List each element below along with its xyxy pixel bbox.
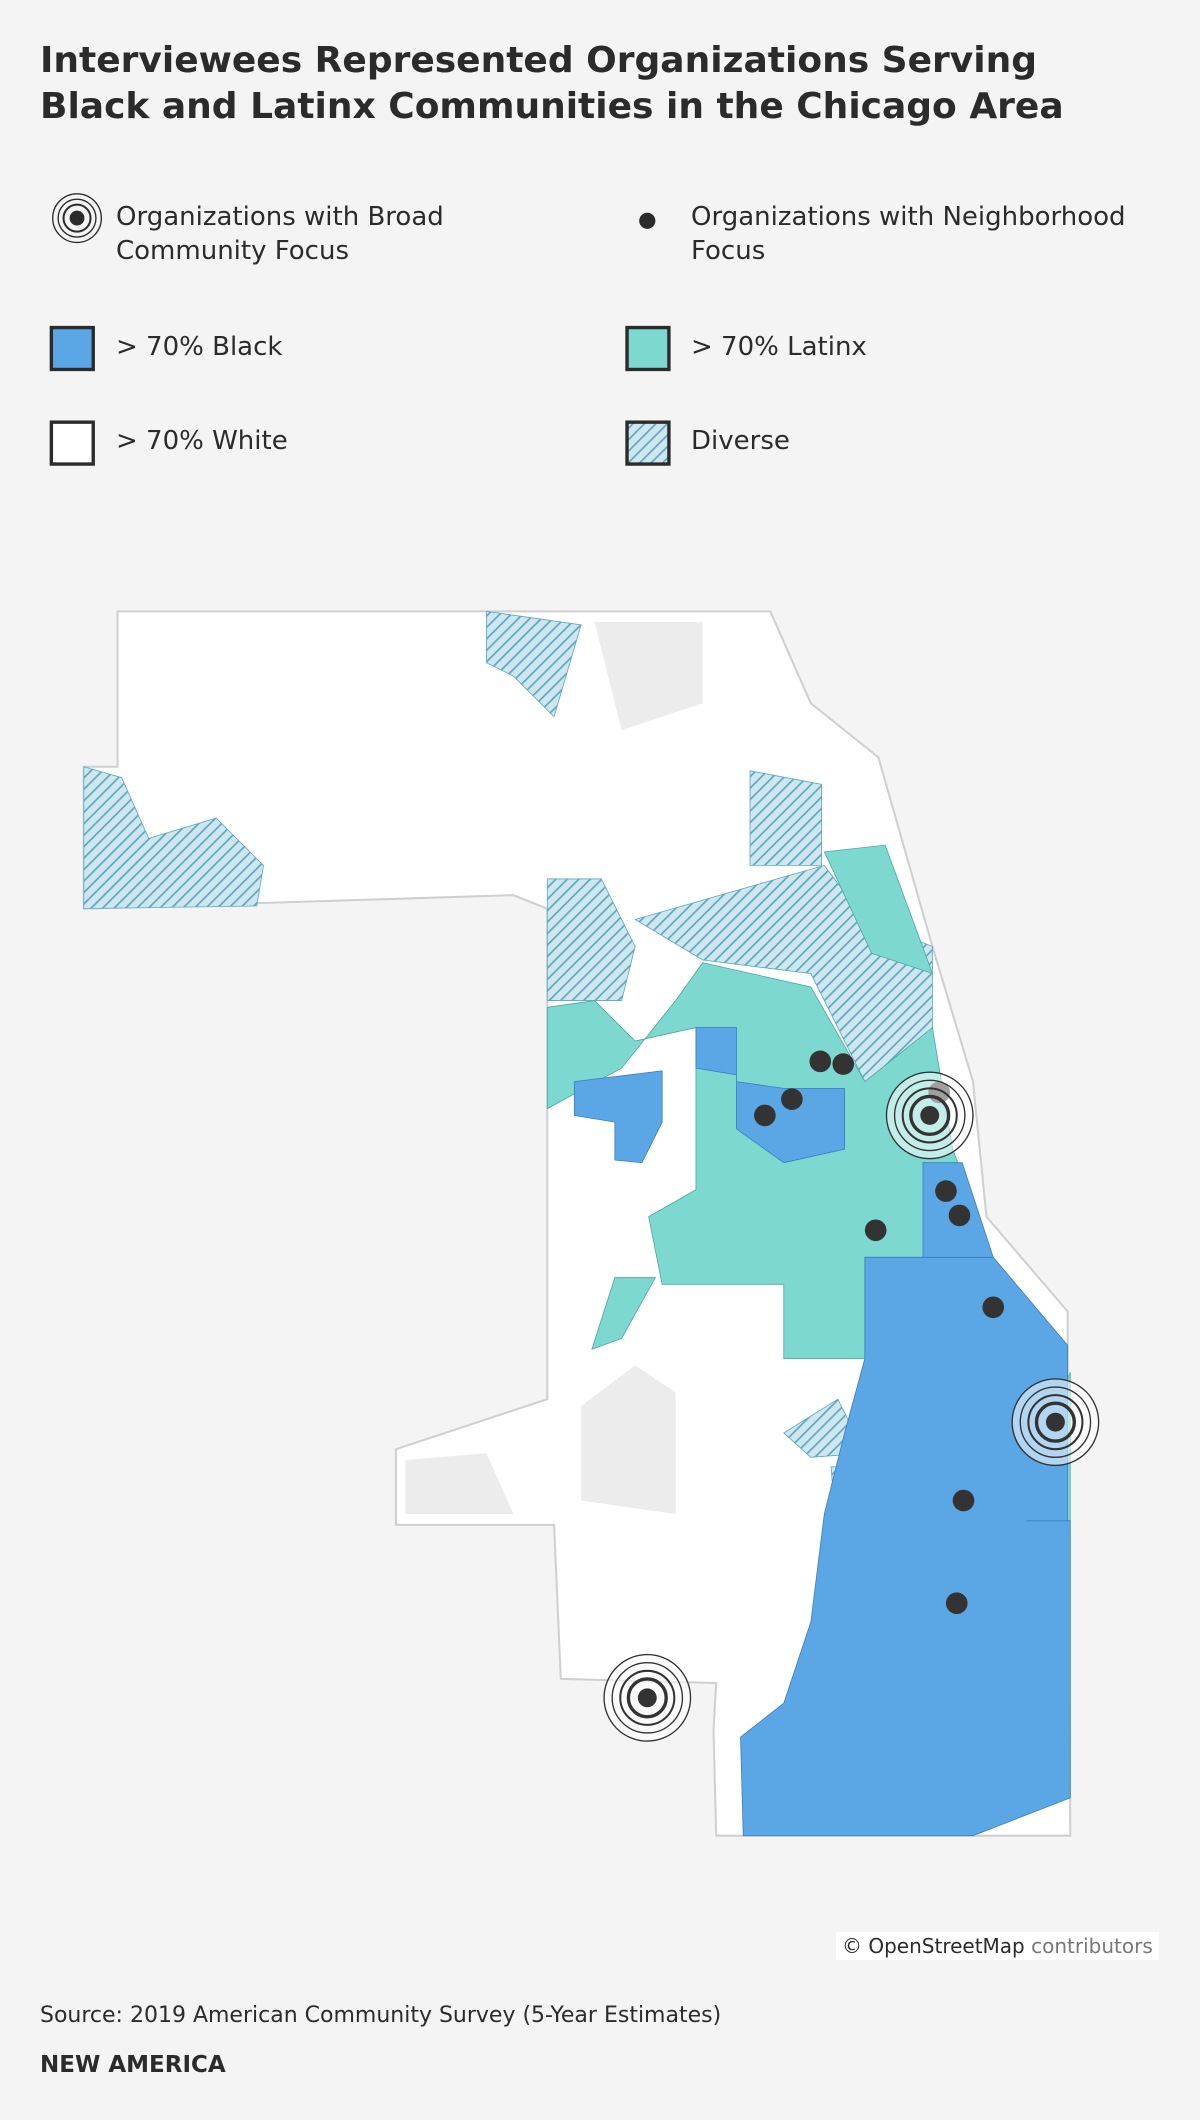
broad-org-ring: [1019, 1386, 1092, 1458]
broad-org-ring: [893, 1079, 966, 1152]
neighborhood-org: [935, 1180, 957, 1202]
broad-orgs: [603, 1071, 1100, 1742]
neighborhood-org: [864, 1219, 887, 1242]
broad-org-ring: [1034, 1401, 1077, 1443]
gray-area: [405, 1453, 514, 1515]
legend-dot: [639, 212, 656, 229]
gray-area: [594, 622, 703, 731]
latinx-area: [591, 1277, 657, 1350]
latinx-area: [823, 844, 934, 975]
legend-swatch: [49, 325, 95, 372]
neighborhood-org: [781, 1088, 803, 1110]
neighborhood-org: [945, 1592, 968, 1615]
broad-org-ring: [1045, 1412, 1065, 1432]
attribution: © OpenStreetMap contributors: [836, 1932, 1159, 1960]
legend-label: > 70% Latinx: [691, 332, 867, 362]
broad-org-ring: [619, 1669, 676, 1726]
diverse-area: [83, 766, 264, 910]
diverse-area: [749, 770, 823, 866]
legend-label: > 70% Black: [116, 332, 283, 362]
broad-org-ring: [1027, 1394, 1084, 1451]
legend-target: [57, 198, 97, 238]
diverse-area: [486, 610, 582, 718]
black-area: [573, 1070, 663, 1164]
gray-area: [581, 1365, 676, 1515]
legend-label: > 70% White: [116, 426, 288, 456]
broad-org-ring: [626, 1677, 668, 1719]
legend-label: Organizations with Broad Community Focus: [116, 202, 444, 266]
neighborhood-org: [982, 1296, 1005, 1319]
legend-swatch: [49, 420, 95, 466]
source: Source: 2019 American Community Survey (…: [40, 2003, 722, 2028]
broad-org-ring: [909, 1094, 951, 1137]
legend-label: Diverse: [691, 426, 790, 456]
neighborhood-org: [832, 1053, 855, 1075]
broad-org-ring: [901, 1087, 958, 1144]
legend-target: [69, 210, 85, 226]
legend-target: [52, 193, 103, 244]
legend-label: Organizations with Neighborhood Focus: [691, 202, 1126, 266]
neighborhood-org: [809, 1050, 832, 1073]
legend-swatch: [625, 325, 671, 372]
black-area: [695, 1027, 845, 1164]
legend-icons: [49, 193, 671, 466]
brand: NEW AMERICA: [40, 2052, 226, 2078]
title: Interviewees Represented Organizations S…: [40, 40, 1064, 127]
broad-org-ring: [637, 1688, 657, 1708]
neighborhood-org: [948, 1204, 971, 1227]
attribution-role: contributors: [1031, 1934, 1153, 1958]
diverse-area: [546, 878, 636, 1001]
broad-org-ring: [611, 1662, 684, 1734]
legend-target: [62, 203, 92, 233]
legend-swatch: [625, 420, 671, 466]
gray-areas: [405, 622, 703, 1515]
neighborhood-orgs: [754, 1050, 1005, 1615]
neighborhood-org: [754, 1104, 776, 1127]
attribution-owner[interactable]: © OpenStreetMap: [842, 1934, 1025, 1958]
neighborhood-org: [952, 1489, 975, 1512]
broad-org-ring: [920, 1105, 940, 1125]
